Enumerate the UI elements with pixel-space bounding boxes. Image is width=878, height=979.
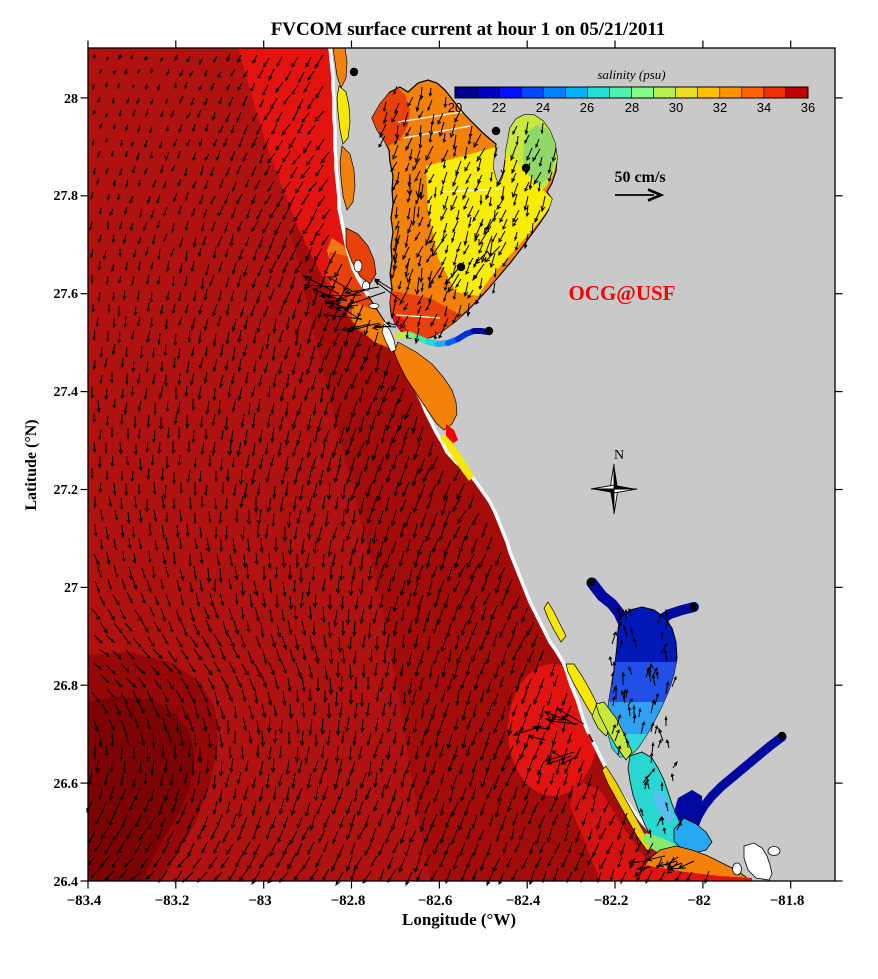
svg-text:26.6: 26.6 [54,777,79,792]
svg-text:−81.8: −81.8 [770,893,805,909]
svg-text:30: 30 [669,100,683,115]
svg-text:28: 28 [625,100,639,115]
svg-text:−83.4: −83.4 [67,893,102,909]
svg-text:Longitude (°W): Longitude (°W) [402,910,516,929]
svg-text:26.8: 26.8 [54,679,79,694]
svg-text:26: 26 [580,100,594,115]
svg-text:−82.2: −82.2 [594,893,629,909]
svg-text:salinity (psu): salinity (psu) [597,67,665,82]
svg-text:−83: −83 [248,893,272,909]
svg-text:−82.4: −82.4 [506,893,541,909]
svg-text:24: 24 [536,100,550,115]
svg-text:26.4: 26.4 [54,875,79,890]
svg-text:28: 28 [64,92,78,107]
svg-text:FVCOM surface current at hour: FVCOM surface current at hour 1 on 05/21… [271,19,666,40]
svg-text:20: 20 [448,100,462,115]
svg-text:−83.2: −83.2 [155,893,190,909]
svg-text:−82.8: −82.8 [331,893,366,909]
svg-text:OCG@USF: OCG@USF [568,281,675,305]
svg-text:−82.6: −82.6 [418,893,453,909]
svg-text:27.4: 27.4 [54,385,79,400]
svg-text:34: 34 [757,100,771,115]
svg-text:22: 22 [492,100,506,115]
svg-text:Latitude (°N): Latitude (°N) [23,419,40,510]
svg-text:N: N [614,448,624,463]
svg-text:36: 36 [801,100,815,115]
svg-text:−82: −82 [687,893,711,909]
svg-text:50 cm/s: 50 cm/s [614,169,665,186]
svg-text:27: 27 [64,581,78,596]
svg-text:27.6: 27.6 [54,287,79,302]
svg-text:27.8: 27.8 [54,189,79,204]
svg-text:27.2: 27.2 [54,483,79,498]
svg-text:32: 32 [713,100,727,115]
